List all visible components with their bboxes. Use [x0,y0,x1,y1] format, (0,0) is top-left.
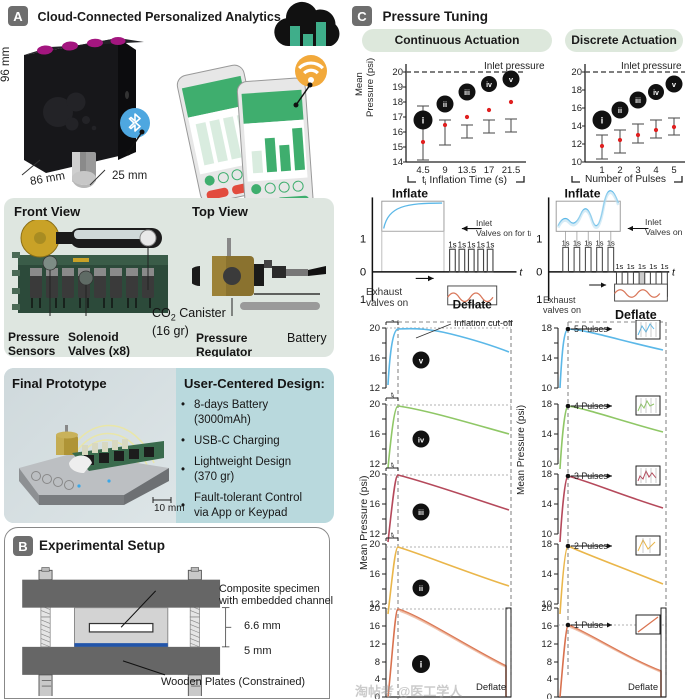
svg-text:ii: ii [443,100,447,109]
svg-text:0: 0 [536,267,542,279]
svg-text:12: 12 [541,639,552,650]
svg-text:18: 18 [541,323,552,334]
svg-text:18: 18 [541,399,552,410]
svg-text:3 Pulses: 3 Pulses [574,471,608,481]
svg-text:12: 12 [571,139,582,150]
svg-text:1s: 1s [467,240,475,249]
svg-text:20: 20 [571,67,582,78]
svg-text:ii: ii [419,584,423,593]
svg-text:20: 20 [369,539,380,550]
svg-text:iv: iv [486,82,492,89]
svg-text:1s: 1s [476,240,484,249]
svg-text:i: i [420,660,423,670]
svg-text:1: 1 [536,294,542,306]
svg-text:8: 8 [547,657,552,668]
svg-text:12: 12 [369,383,380,394]
svg-text:16: 16 [571,103,582,114]
svg-text:i: i [422,116,425,126]
svg-text:16: 16 [369,429,380,440]
svg-text:16: 16 [369,353,380,364]
svg-text:18: 18 [541,469,552,480]
svg-text:1 Pulse: 1 Pulse [574,620,603,630]
svg-text:1s: 1s [448,240,456,249]
svg-text:4 Pulses: 4 Pulses [574,401,608,411]
svg-text:15: 15 [392,142,403,153]
svg-text:19: 19 [392,82,403,93]
svg-text:5 Pulses: 5 Pulses [574,324,608,334]
svg-text:0: 0 [547,692,552,699]
svg-text:17: 17 [392,112,403,123]
svg-text:ti: ti [391,530,394,540]
svg-text:8: 8 [375,657,380,668]
svg-text:10: 10 [541,383,552,394]
svg-text:18: 18 [392,97,403,108]
svg-text:16: 16 [369,621,380,632]
svg-text:i: i [601,116,604,126]
svg-text:1s: 1s [615,262,623,271]
svg-text:16: 16 [541,621,552,632]
svg-text:Deflate: Deflate [628,682,658,693]
svg-text:1s: 1s [596,238,604,247]
svg-text:14: 14 [571,121,582,132]
svg-text:ti: ti [391,390,394,400]
svg-text:Inlet pressure: Inlet pressure [484,62,545,72]
svg-text:14: 14 [541,429,552,440]
svg-text:18: 18 [541,539,552,550]
svg-text:1: 1 [360,234,366,246]
svg-text:2 Pulses: 2 Pulses [574,541,608,551]
svg-text:1s: 1s [573,238,581,247]
svg-text:ti: ti [391,320,394,324]
svg-text:12: 12 [369,639,380,650]
svg-text:Inflation cut-off: Inflation cut-off [454,320,513,328]
svg-text:18: 18 [571,85,582,96]
svg-text:1s: 1s [486,240,494,249]
svg-text:v: v [419,357,424,366]
svg-text:16: 16 [369,569,380,580]
svg-text:14: 14 [392,157,403,168]
svg-text:iv: iv [418,436,425,445]
svg-text:16: 16 [369,499,380,510]
svg-text:1s: 1s [649,262,657,271]
svg-text:ii: ii [618,106,622,115]
svg-text:20: 20 [392,67,403,78]
svg-text:20: 20 [369,399,380,410]
svg-text:Deflate: Deflate [453,299,493,312]
svg-text:1s: 1s [661,262,669,271]
svg-text:1s: 1s [638,262,646,271]
svg-text:t: t [519,268,523,279]
svg-text:Deflate: Deflate [476,682,506,693]
svg-text:1s: 1s [607,238,615,247]
svg-text:1s: 1s [627,262,635,271]
svg-text:0: 0 [360,267,366,279]
svg-text:20: 20 [369,469,380,480]
svg-text:1s: 1s [584,238,592,247]
svg-text:20: 20 [541,603,552,614]
svg-text:10: 10 [571,157,582,168]
svg-text:4: 4 [547,674,552,685]
svg-text:16: 16 [392,127,403,138]
svg-text:Inlet pressure: Inlet pressure [621,62,682,72]
svg-text:t: t [672,268,676,279]
svg-text:Inflate: Inflate [565,188,601,200]
svg-text:14: 14 [541,569,552,580]
svg-text:iii: iii [418,510,424,517]
svg-text:Inflate: Inflate [392,188,428,200]
svg-text:1s: 1s [458,240,466,249]
svg-text:1s: 1s [562,238,570,247]
svg-text:20: 20 [369,323,380,334]
svg-text:20: 20 [369,603,380,614]
svg-text:ti: ti [391,460,394,470]
svg-text:iii: iii [635,98,641,105]
svg-text:14: 14 [541,499,552,510]
svg-text:1: 1 [536,234,542,246]
svg-text:14: 14 [541,353,552,364]
svg-text:iv: iv [653,90,659,97]
svg-text:iii: iii [464,90,470,97]
